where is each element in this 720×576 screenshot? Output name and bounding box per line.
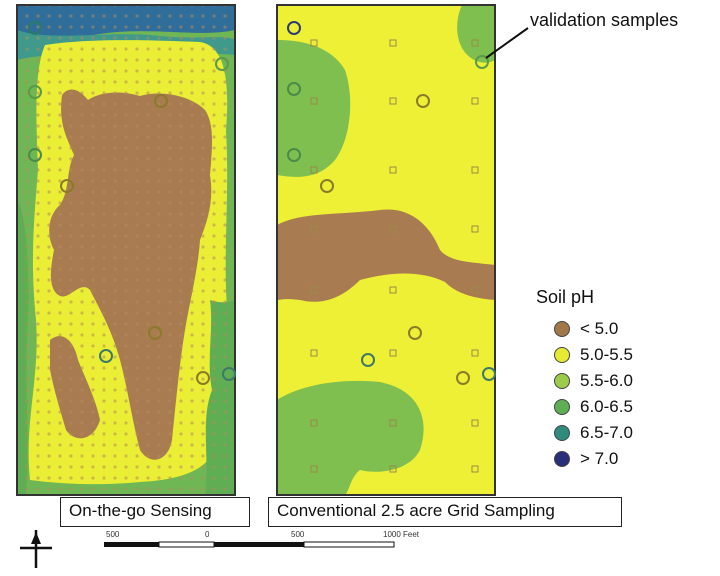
grid-sampling-label: Conventional 2.5 acre Grid Sampling: [268, 497, 622, 527]
legend-item: 6.0-6.5: [554, 396, 633, 418]
right-map-low-ph-zone: [277, 209, 495, 302]
right-map-ne-green-zone: [457, 5, 495, 63]
scale-bar: [104, 541, 395, 548]
scale-tick-label: 0: [205, 530, 210, 539]
legend-label: < 5.0: [580, 319, 619, 338]
legend-label: 5.0-5.5: [580, 345, 633, 364]
on-the-go-sensing-label: On-the-go Sensing: [60, 497, 250, 527]
right-map-validation-samples: [287, 21, 496, 385]
scale-tick-label: 1000 Feet: [383, 530, 420, 539]
left-map-validation-samples: [28, 21, 236, 385]
left-map-sensor-dots: [17, 5, 235, 495]
scale-tick-label: 500: [291, 530, 305, 539]
legend-swatch: [554, 347, 570, 363]
right-map-west-green-zone: [277, 40, 351, 177]
legend-swatch: [554, 321, 570, 337]
scale-and-north-arrow: 500 0 500 1000 Feet: [20, 530, 420, 568]
legend-label: 5.5-6.0: [580, 371, 633, 390]
legend-label: > 7.0: [580, 449, 619, 468]
legend-swatch: [554, 399, 570, 415]
right-map-grid-samples: [310, 39, 479, 473]
north-arrow-icon: [20, 530, 52, 568]
legend-item: 5.5-6.0: [554, 370, 633, 392]
legend-swatch: [554, 373, 570, 389]
legend-item: > 7.0: [554, 448, 618, 470]
callout-leader-line: [485, 27, 529, 59]
legend-label: 6.0-6.5: [580, 397, 633, 416]
legend-swatch: [554, 451, 570, 467]
legend-swatch: [554, 425, 570, 441]
validation-samples-callout: validation samples: [530, 10, 679, 30]
right-map-border: [276, 4, 496, 496]
legend-label: 6.5-7.0: [580, 423, 633, 442]
legend-item: < 5.0: [554, 318, 618, 340]
legend-title: Soil pH: [536, 287, 595, 307]
legend-item: 5.0-5.5: [554, 344, 633, 366]
scale-tick-label: 500: [106, 530, 120, 539]
legend-item: 6.5-7.0: [554, 422, 633, 444]
left-map-border: [16, 4, 236, 496]
